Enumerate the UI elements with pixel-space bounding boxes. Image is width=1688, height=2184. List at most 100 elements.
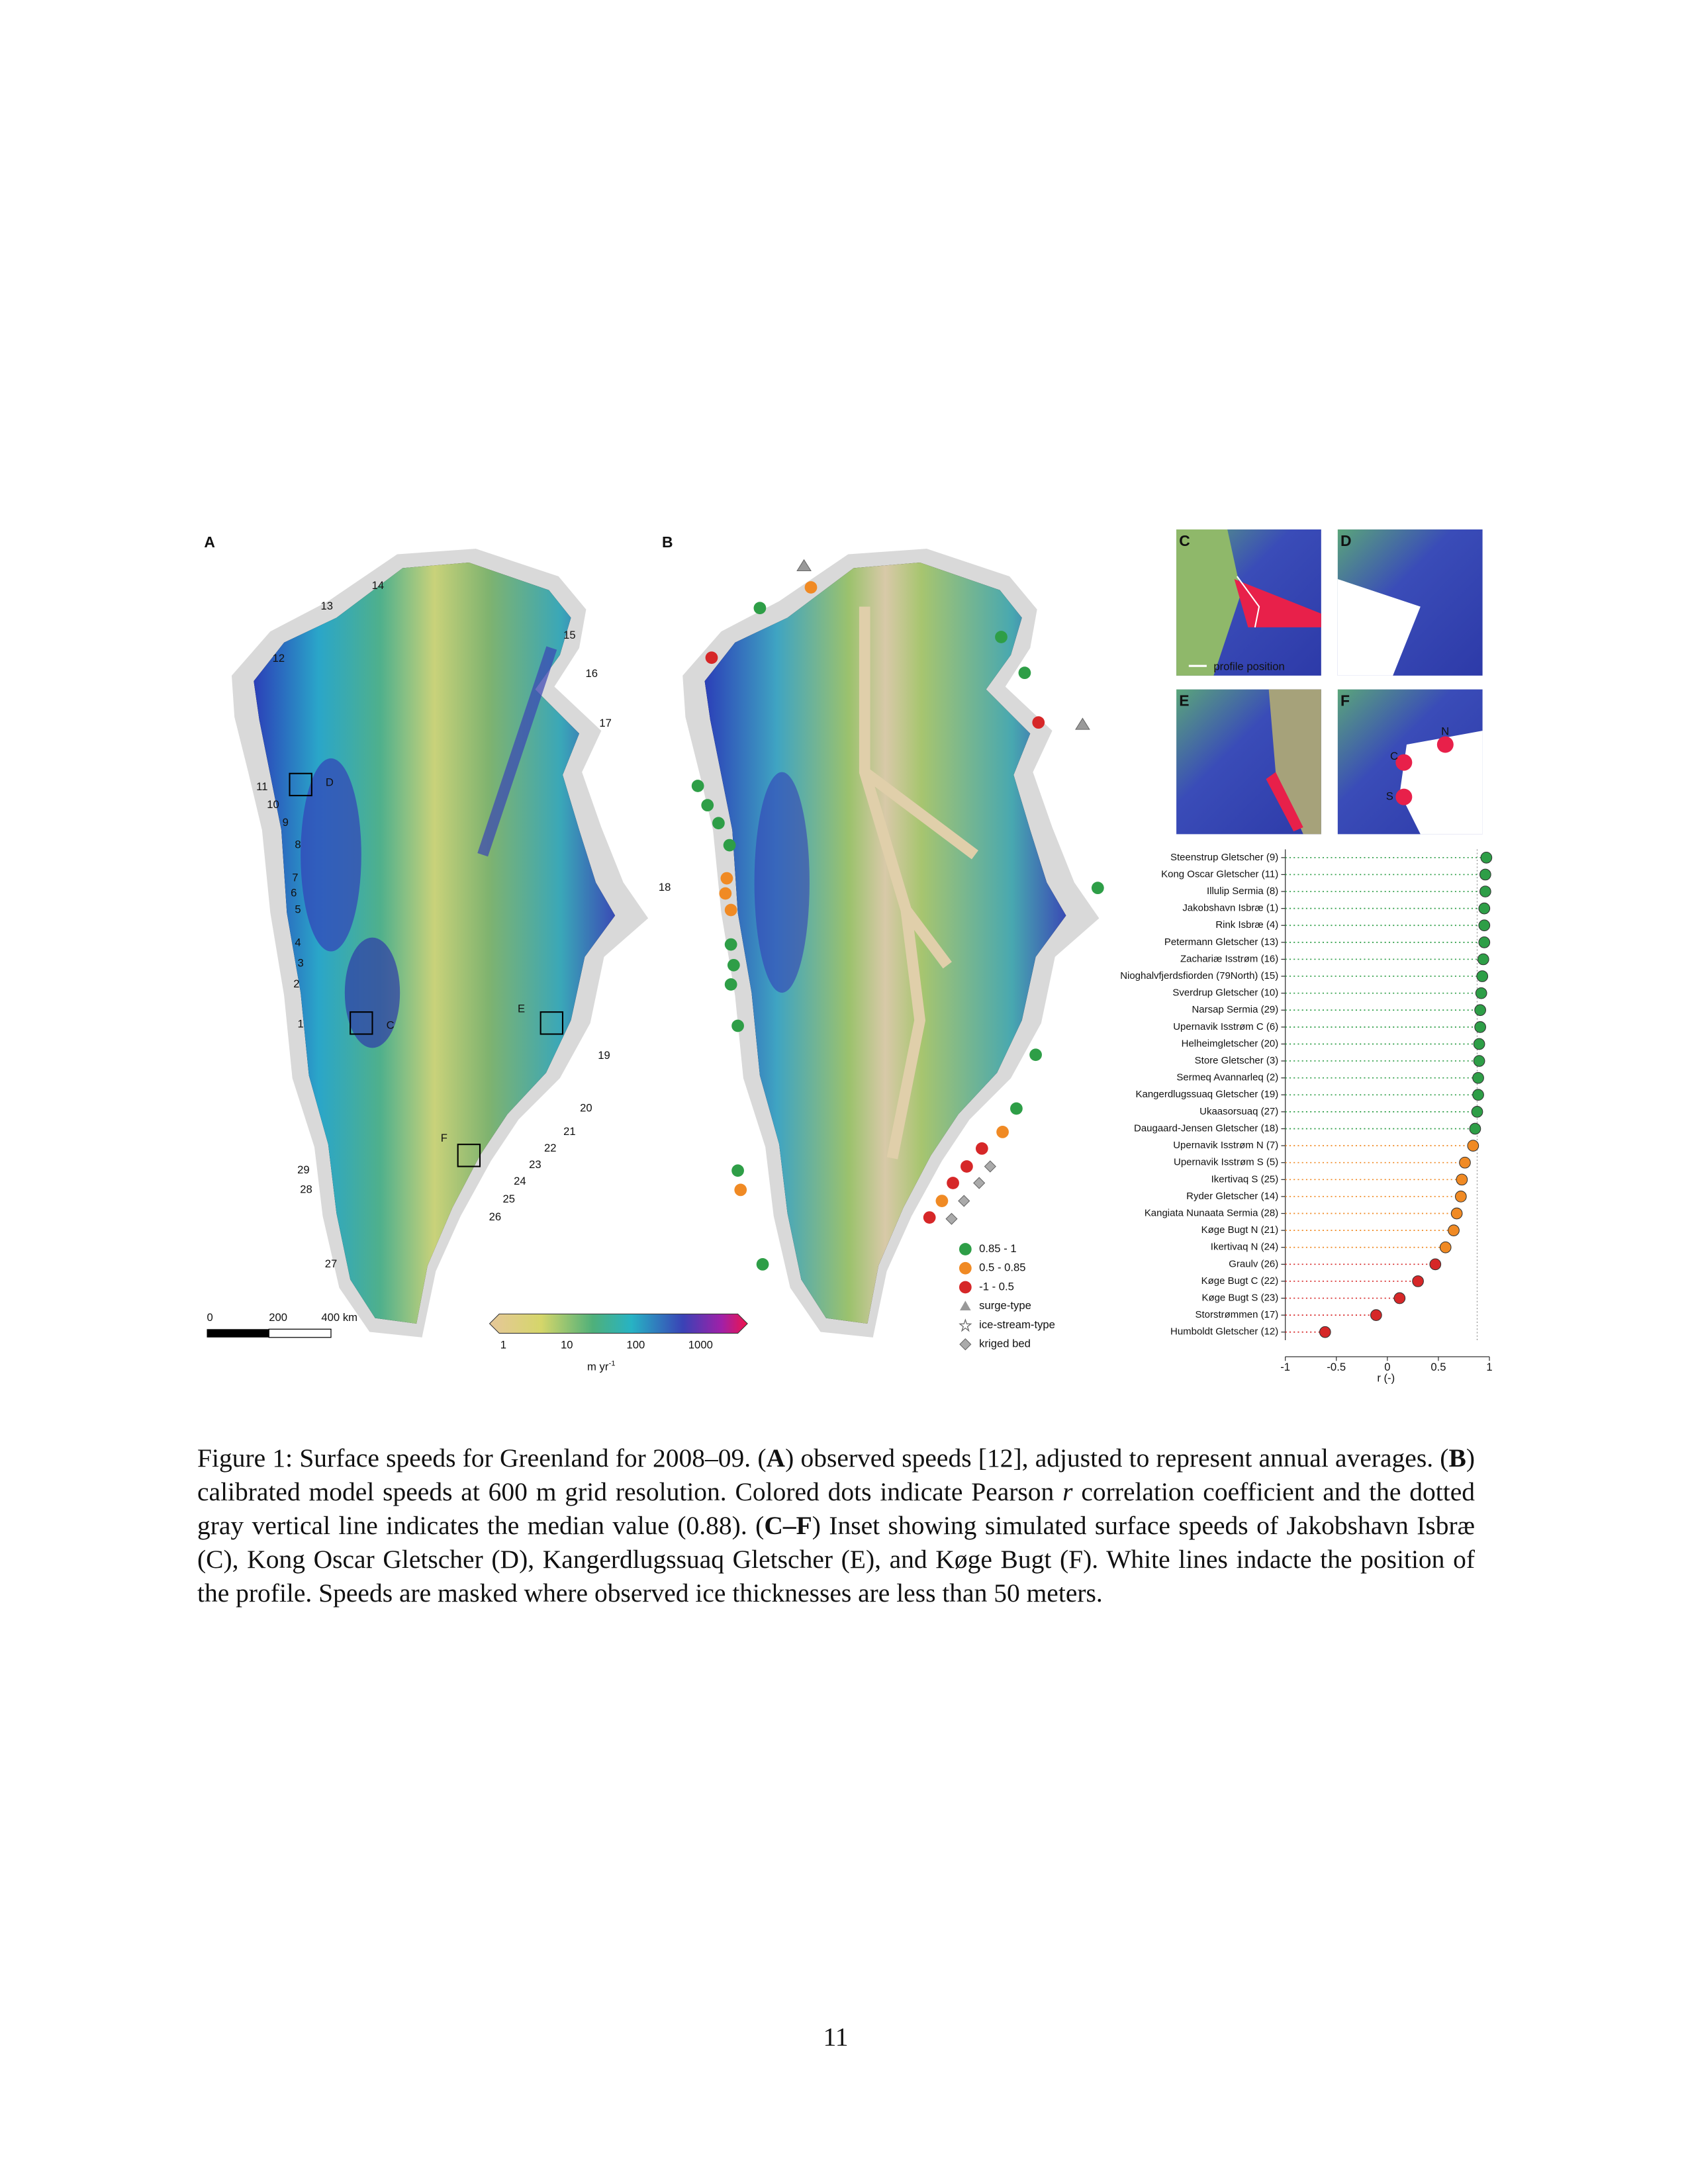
legend-label: -1 - 0.5 bbox=[979, 1280, 1014, 1293]
category-label: Upernavik Isstrøm C (6) bbox=[1173, 1021, 1278, 1032]
glacier-dot bbox=[923, 1211, 936, 1224]
dot bbox=[1478, 902, 1491, 915]
glacier-number: 10 bbox=[267, 798, 279, 811]
inset-label: E bbox=[1179, 692, 1189, 709]
glacier-number: 22 bbox=[544, 1142, 557, 1154]
category-label: Sermeq Avannarleq (2) bbox=[1176, 1072, 1278, 1083]
colorbar-tick-label: 1000 bbox=[688, 1339, 713, 1351]
fast-flow bbox=[1395, 754, 1413, 771]
dot bbox=[1478, 919, 1491, 932]
dot bbox=[1469, 1122, 1481, 1135]
panel-label: B bbox=[662, 533, 673, 551]
inset-f-label: S bbox=[1386, 790, 1393, 803]
kriged-bed-marker bbox=[973, 1177, 986, 1189]
profile-note: profile position bbox=[1213, 660, 1284, 673]
legend-label: surge-type bbox=[979, 1299, 1031, 1312]
panel-label: A bbox=[204, 533, 215, 551]
kriged-bed-marker bbox=[945, 1212, 958, 1225]
glacier-number: 23 bbox=[529, 1158, 541, 1171]
category-label: Køge Bugt C (22) bbox=[1201, 1275, 1279, 1287]
dot bbox=[1456, 1173, 1468, 1186]
legend-symbol bbox=[959, 1318, 972, 1332]
dot bbox=[1471, 1106, 1483, 1118]
glacier-dot bbox=[947, 1177, 959, 1189]
category-label: Nioghalvfjerdsfiorden (79North) (15) bbox=[1120, 970, 1278, 981]
glacier-dot bbox=[731, 1019, 744, 1032]
dot bbox=[1479, 868, 1491, 881]
glacier-dot bbox=[712, 817, 725, 830]
caption-bold: B bbox=[1448, 1443, 1466, 1473]
kriged-bed-marker bbox=[958, 1195, 970, 1207]
scale-label: 200 bbox=[269, 1311, 287, 1324]
unit: m yr bbox=[587, 1361, 609, 1373]
x-tick-label: -1 bbox=[1280, 1361, 1290, 1373]
category-label: Kong Oscar Gletscher (11) bbox=[1161, 868, 1278, 880]
glacier-number: 5 bbox=[295, 903, 301, 915]
dot bbox=[1370, 1309, 1382, 1322]
fast-flow bbox=[1266, 772, 1303, 832]
fast-flow bbox=[301, 758, 361, 952]
legend-symbol bbox=[959, 1281, 972, 1294]
glacier-number: 16 bbox=[585, 667, 598, 680]
category-label: Køge Bugt S (23) bbox=[1201, 1292, 1278, 1303]
glacier-dot bbox=[995, 631, 1008, 643]
category-label: Illulip Sermia (8) bbox=[1207, 886, 1278, 897]
glacier-dot bbox=[719, 887, 732, 900]
glacier-dot bbox=[705, 651, 718, 664]
glacier-number: 26 bbox=[489, 1210, 502, 1223]
inset-box bbox=[289, 772, 312, 797]
glacier-dot bbox=[804, 581, 818, 594]
dot bbox=[1439, 1241, 1452, 1253]
glacier-number: 8 bbox=[295, 838, 301, 850]
inset-f-label: C bbox=[1390, 750, 1398, 762]
inset-label: F bbox=[1340, 692, 1350, 709]
caption-text: ) Inset showing simulated surface speeds… bbox=[197, 1511, 1475, 1608]
dot bbox=[1476, 970, 1489, 982]
category-label: Sverdrup Gletscher (10) bbox=[1172, 987, 1278, 999]
x-tick-label: 0.5 bbox=[1430, 1361, 1446, 1373]
glacier-dot bbox=[734, 1183, 747, 1197]
glacier-dot bbox=[975, 1142, 988, 1155]
dot bbox=[1472, 1089, 1484, 1101]
dot bbox=[1454, 1191, 1467, 1203]
category-label: Jakobshavn Isbræ (1) bbox=[1182, 903, 1278, 914]
glacier-dot bbox=[1018, 666, 1031, 680]
glacier-dot bbox=[724, 978, 737, 991]
caption-text: correlation coefficient and the dotted g… bbox=[197, 1477, 1476, 1540]
category-label: Daugaard-Jensen Gletscher (18) bbox=[1134, 1122, 1278, 1134]
dot bbox=[1450, 1207, 1463, 1220]
fast-flow bbox=[1436, 736, 1454, 753]
map-b: B bbox=[662, 533, 1100, 1338]
glacier-dot bbox=[720, 872, 733, 885]
inset-label: D bbox=[1340, 532, 1352, 549]
map-b-dots bbox=[691, 559, 1104, 1271]
surge-type-marker bbox=[796, 559, 812, 572]
glacier-number: 9 bbox=[283, 816, 289, 829]
category-label: Upernavik Isstrøm S (5) bbox=[1174, 1157, 1278, 1168]
category-label: Humboldt Gletscher (12) bbox=[1170, 1326, 1278, 1338]
caption-bold: C–F bbox=[764, 1511, 812, 1540]
glacier-dot bbox=[961, 1160, 973, 1173]
dot bbox=[1478, 936, 1491, 948]
category-label: Steenstrup Gletscher (9) bbox=[1170, 852, 1278, 863]
glacier-number: 29 bbox=[297, 1163, 310, 1176]
glacier-number: 21 bbox=[563, 1125, 576, 1138]
colorbar-tick-label: 10 bbox=[561, 1339, 573, 1351]
glacier-dot bbox=[1010, 1102, 1023, 1115]
glacier-dot bbox=[724, 938, 737, 951]
inset-box bbox=[457, 1144, 481, 1167]
colorbar-tick-label: 100 bbox=[627, 1339, 645, 1351]
box-label: D bbox=[326, 776, 334, 789]
inset-box bbox=[350, 1011, 373, 1035]
glacier-number: 15 bbox=[563, 629, 576, 641]
dot bbox=[1459, 1156, 1471, 1169]
glacier-number: 19 bbox=[598, 1049, 610, 1062]
glacier-number: 1 bbox=[298, 1017, 304, 1030]
glacier-number: 18 bbox=[659, 881, 671, 893]
category-label: Rink Isbræ (4) bbox=[1215, 919, 1278, 931]
map-a: A m yr-1 bbox=[204, 533, 748, 1373]
scale-label: 0 bbox=[207, 1311, 213, 1324]
glacier-dot bbox=[753, 602, 767, 615]
